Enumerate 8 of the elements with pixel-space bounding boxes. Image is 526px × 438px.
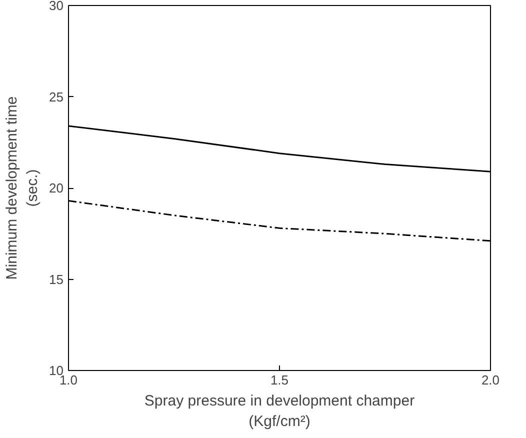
y-tick-label: 15 <box>49 272 64 287</box>
x-tick-label: 2.0 <box>481 372 500 388</box>
x-tick-label: 1.5 <box>270 372 289 388</box>
y-tick-label: 20 <box>49 180 64 196</box>
y-tick-label: 30 <box>49 0 64 13</box>
y-tick-label: 25 <box>49 89 64 104</box>
y-axis-title: Minimum development time (sec.) <box>4 96 42 280</box>
x-axis-title: Spray pressure in development champer (Kgf/cm²) <box>144 392 415 430</box>
